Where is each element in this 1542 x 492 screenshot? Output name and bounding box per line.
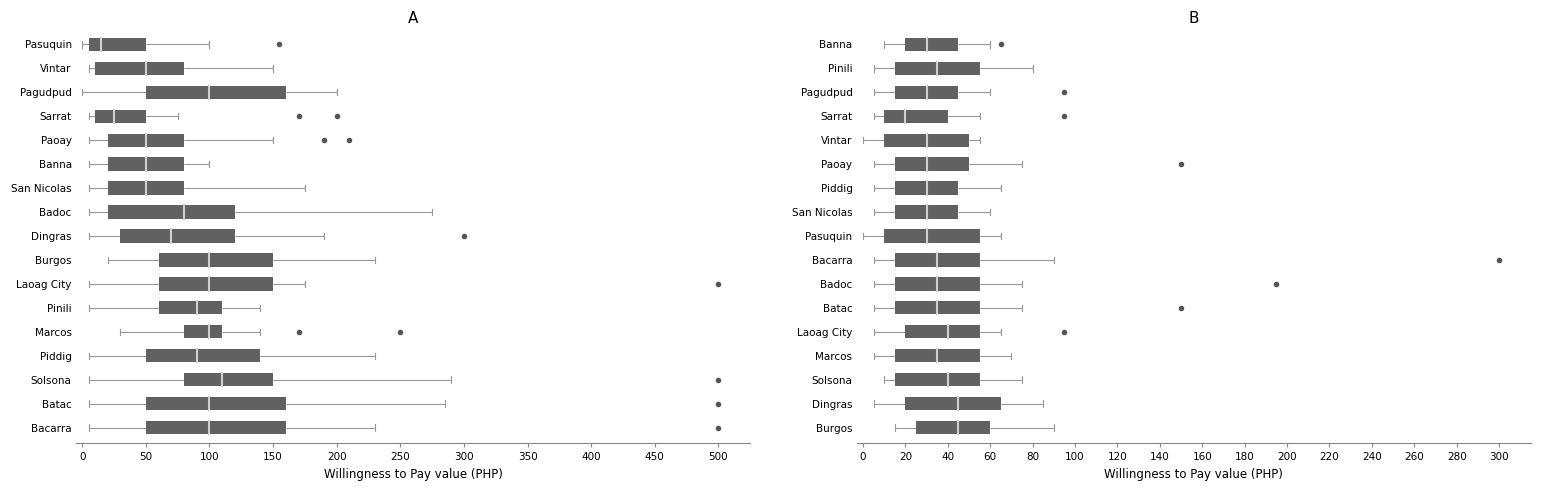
Bar <box>894 86 959 99</box>
Bar <box>884 110 948 123</box>
Bar <box>905 397 1001 410</box>
Bar <box>905 325 979 338</box>
Bar <box>146 397 285 410</box>
X-axis label: Willingness to Pay value (PHP): Willingness to Pay value (PHP) <box>1104 468 1283 481</box>
Bar <box>894 157 968 171</box>
Bar <box>108 157 183 171</box>
Bar <box>884 229 979 243</box>
Bar <box>108 182 183 195</box>
Bar <box>108 133 183 147</box>
Bar <box>884 133 968 147</box>
Bar <box>146 86 285 99</box>
Bar <box>146 349 261 363</box>
Bar <box>108 206 234 218</box>
Bar <box>894 301 979 314</box>
Bar <box>905 38 959 51</box>
Bar <box>183 325 222 338</box>
Bar <box>894 182 959 195</box>
Bar <box>894 62 979 75</box>
Bar <box>894 277 979 290</box>
Bar <box>894 206 959 218</box>
Title: A: A <box>407 11 418 26</box>
Bar <box>159 277 273 290</box>
Bar <box>894 349 979 363</box>
Title: B: B <box>1189 11 1200 26</box>
Bar <box>146 421 285 434</box>
Bar <box>916 421 990 434</box>
Bar <box>894 253 979 267</box>
Bar <box>96 110 146 123</box>
Bar <box>183 373 273 386</box>
Bar <box>159 253 273 267</box>
Bar <box>88 38 146 51</box>
Bar <box>159 301 222 314</box>
Bar <box>120 229 234 243</box>
Bar <box>96 62 183 75</box>
X-axis label: Willingness to Pay value (PHP): Willingness to Pay value (PHP) <box>324 468 503 481</box>
Bar <box>894 373 979 386</box>
